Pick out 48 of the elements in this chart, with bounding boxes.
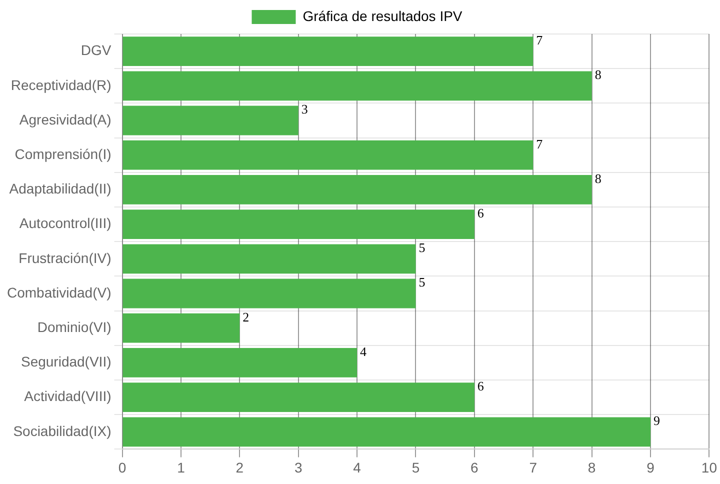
legend-label: Gráfica de resultados IPV [302, 8, 463, 24]
y-tick-label: Autocontrol(III) [19, 215, 112, 232]
y-tick-label: Dominio(VI) [37, 318, 112, 335]
bar [122, 106, 298, 136]
x-tick-label: 10 [701, 459, 718, 476]
bar [122, 140, 534, 170]
bar [122, 417, 651, 447]
data-label: 6 [477, 206, 484, 221]
x-tick-label: 0 [118, 459, 126, 476]
y-tick-label: Combatividad(V) [6, 284, 112, 300]
x-tick-label: 9 [646, 459, 655, 476]
data-label: 4 [360, 344, 368, 359]
y-tick-label: Sociabilidad(IX) [13, 422, 112, 439]
y-tick-label: Frustración(IV) [18, 250, 112, 266]
y-tick-label: Agresividad(A) [19, 111, 112, 128]
x-tick-label: 6 [470, 459, 479, 476]
data-label: 8 [594, 170, 602, 186]
x-tick-label: 1 [177, 459, 186, 476]
data-label: 2 [242, 309, 250, 324]
bar [122, 382, 474, 412]
bar [122, 36, 534, 66]
x-tick-label: 2 [236, 459, 244, 476]
bar [122, 71, 592, 101]
bar [122, 210, 474, 240]
bar [122, 244, 416, 274]
data-label: 5 [418, 274, 426, 290]
y-tick-label: Actividad(VIII) [24, 388, 112, 404]
x-tick-label: 4 [353, 459, 362, 476]
y-tick-label: Seguridad(VII) [20, 354, 112, 370]
x-tick-label: 8 [588, 459, 596, 476]
data-label: 7 [536, 32, 544, 48]
data-label: 6 [477, 378, 484, 394]
bar [122, 174, 592, 204]
y-tick-label: DGV [80, 42, 112, 58]
bar [122, 278, 416, 308]
bar [122, 348, 358, 378]
data-label: 5 [418, 240, 426, 256]
x-tick-label: 7 [529, 459, 538, 476]
x-tick-label: 3 [294, 459, 302, 476]
y-tick-label: Comprensión(I) [14, 146, 112, 162]
bar [122, 313, 240, 343]
y-tick-label: Adaptabilidad(II) [9, 180, 112, 197]
y-tick-label: Receptividad(R) [10, 76, 112, 93]
data-label: 3 [301, 102, 308, 117]
x-tick-label: 5 [412, 459, 420, 476]
data-label: 8 [594, 67, 602, 82]
data-label: 9 [654, 413, 660, 428]
data-label: 7 [536, 136, 544, 152]
